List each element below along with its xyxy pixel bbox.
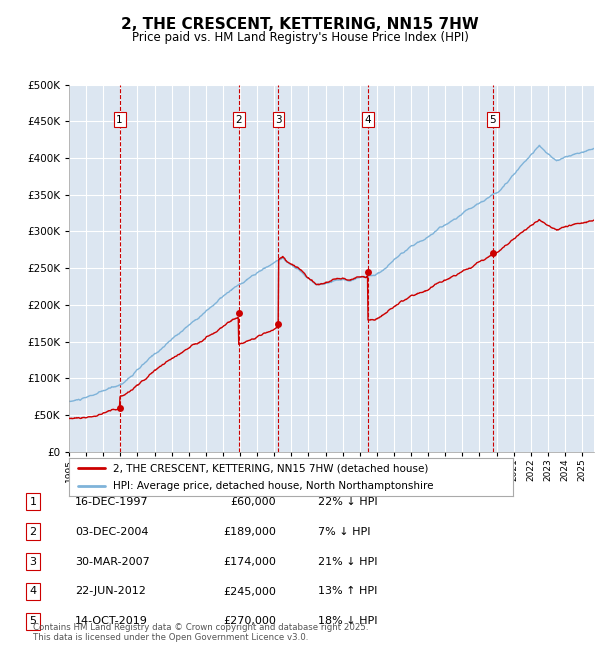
- Text: £189,000: £189,000: [223, 526, 276, 537]
- Text: 1: 1: [116, 115, 123, 125]
- Text: 2, THE CRESCENT, KETTERING, NN15 7HW: 2, THE CRESCENT, KETTERING, NN15 7HW: [121, 17, 479, 32]
- Text: Price paid vs. HM Land Registry's House Price Index (HPI): Price paid vs. HM Land Registry's House …: [131, 31, 469, 44]
- Text: 5: 5: [29, 616, 37, 627]
- Text: Contains HM Land Registry data © Crown copyright and database right 2025.
This d: Contains HM Land Registry data © Crown c…: [33, 623, 368, 642]
- Text: 1: 1: [29, 497, 37, 507]
- Text: 16-DEC-1997: 16-DEC-1997: [75, 497, 149, 507]
- Text: 4: 4: [29, 586, 37, 597]
- Text: 2, THE CRESCENT, KETTERING, NN15 7HW (detached house): 2, THE CRESCENT, KETTERING, NN15 7HW (de…: [113, 463, 429, 473]
- Text: £245,000: £245,000: [223, 586, 276, 597]
- Text: 5: 5: [490, 115, 496, 125]
- Text: 3: 3: [29, 556, 37, 567]
- Text: 22-JUN-2012: 22-JUN-2012: [75, 586, 146, 597]
- Text: HPI: Average price, detached house, North Northamptonshire: HPI: Average price, detached house, Nort…: [113, 481, 434, 491]
- Text: 7% ↓ HPI: 7% ↓ HPI: [318, 526, 371, 537]
- Text: 3: 3: [275, 115, 282, 125]
- Text: 2: 2: [29, 526, 37, 537]
- Text: £270,000: £270,000: [223, 616, 276, 627]
- Text: 22% ↓ HPI: 22% ↓ HPI: [318, 497, 377, 507]
- Text: 30-MAR-2007: 30-MAR-2007: [75, 556, 150, 567]
- Text: 2: 2: [235, 115, 242, 125]
- Text: 21% ↓ HPI: 21% ↓ HPI: [318, 556, 377, 567]
- Text: 18% ↓ HPI: 18% ↓ HPI: [318, 616, 377, 627]
- Text: £60,000: £60,000: [230, 497, 276, 507]
- Text: 14-OCT-2019: 14-OCT-2019: [75, 616, 148, 627]
- Text: £174,000: £174,000: [223, 556, 276, 567]
- Text: 13% ↑ HPI: 13% ↑ HPI: [318, 586, 377, 597]
- Text: 4: 4: [364, 115, 371, 125]
- Text: 03-DEC-2004: 03-DEC-2004: [75, 526, 149, 537]
